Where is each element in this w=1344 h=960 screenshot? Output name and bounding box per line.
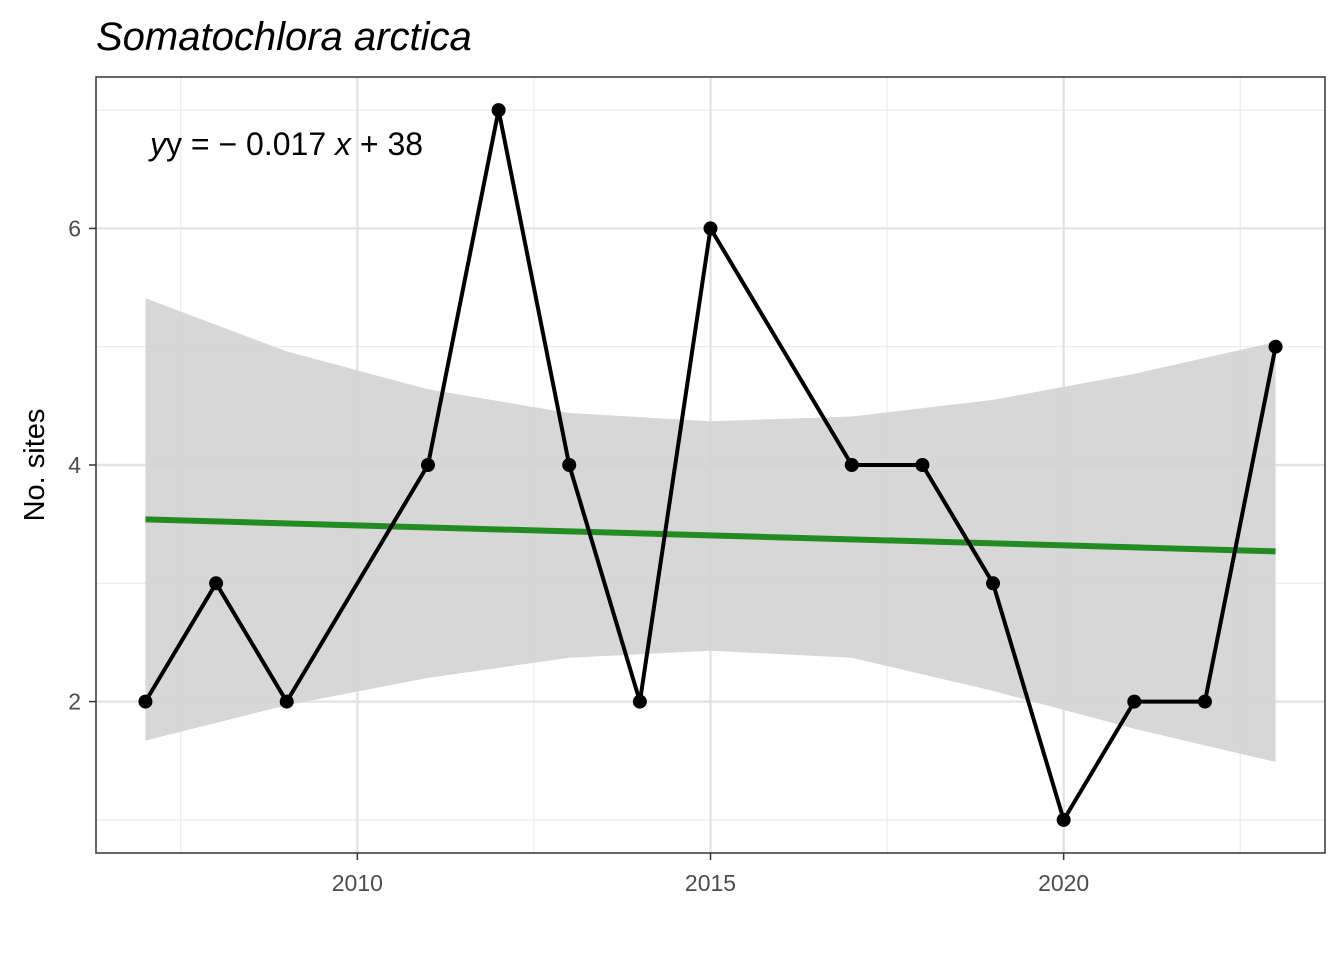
confidence-band	[145, 298, 1276, 762]
x-tick-label: 2015	[685, 870, 736, 896]
data-point	[491, 103, 506, 118]
data-point	[420, 458, 435, 472]
regression-equation: yy = − 0.017 x + 38	[148, 126, 423, 162]
y-tick-label: 2	[68, 689, 81, 715]
data-point	[632, 694, 647, 709]
regression-equation-x: x	[333, 126, 352, 162]
plot-panel	[89, 76, 1326, 860]
data-point	[986, 576, 1001, 591]
data-point	[209, 576, 224, 591]
chart-title: Somatochlora arctica	[96, 15, 472, 59]
data-point	[703, 221, 718, 236]
data-point	[1056, 812, 1071, 827]
data-point	[562, 458, 577, 472]
x-tick-label: 2010	[332, 870, 383, 896]
y-tick-label: 4	[68, 452, 81, 478]
data-point	[915, 458, 930, 472]
data-point	[1197, 694, 1212, 709]
data-point	[1127, 694, 1142, 709]
data-point	[844, 458, 859, 472]
y-tick-label: 6	[68, 215, 81, 241]
y-axis-title: No. sites	[19, 409, 51, 522]
data-point	[138, 694, 153, 709]
regression-equation-y: y	[148, 126, 168, 162]
regression-equation-prefix: y = − 0.017	[166, 126, 335, 162]
data-point	[279, 694, 294, 709]
data-point	[1268, 339, 1283, 354]
trend-line	[145, 516, 1276, 555]
regression-equation-suffix: + 38	[351, 126, 423, 162]
x-tick-label: 2020	[1038, 870, 1089, 896]
